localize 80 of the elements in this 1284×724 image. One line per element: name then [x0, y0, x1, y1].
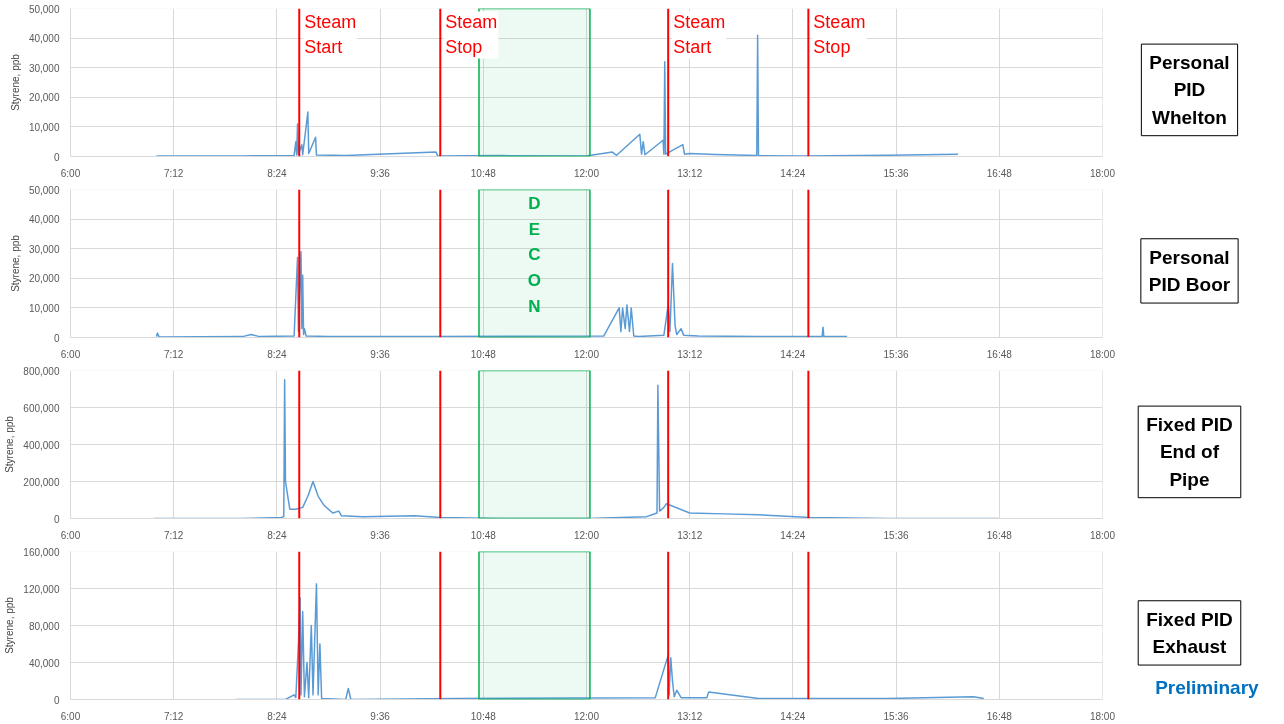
x-tick-label: 16:48: [986, 167, 1013, 179]
x-tick-label: 12:00: [573, 529, 600, 541]
y-tick-label: 10,000: [28, 302, 60, 314]
y-tick-label: 120,000: [23, 583, 60, 595]
x-tick-label: 15:36: [883, 529, 910, 541]
x-tick-label: 15:36: [883, 348, 910, 360]
x-tick-label: 7:12: [163, 167, 184, 179]
band-label: DECON: [527, 193, 542, 316]
y-axis-title: Styrene, ppb: [4, 596, 16, 654]
y-axis-title: Styrene, ppb: [9, 234, 21, 292]
ref-line-label: Steam Stop: [813, 12, 866, 58]
ref-line-label: Steam Stop: [445, 12, 498, 58]
y-tick-label: 40,000: [28, 214, 60, 226]
text: Preliminary: [1155, 676, 1260, 698]
y-tick-label: 20,000: [28, 273, 60, 285]
text: Personal PID Boor: [1148, 246, 1231, 296]
x-tick-label: 14:24: [780, 710, 806, 722]
text: Fixed PID Exhaust: [1146, 608, 1233, 658]
x-tick-label: 16:48: [986, 529, 1013, 541]
y-tick-label: 50,000: [28, 184, 60, 196]
y-tick-label: 800,000: [23, 365, 60, 377]
x-tick-label: 18:00: [1089, 348, 1116, 360]
y-tick-label: 80,000: [28, 620, 60, 632]
x-tick-label: 8:24: [267, 710, 288, 722]
x-tick-label: 13:12: [677, 167, 703, 179]
x-tick-label: 16:48: [986, 710, 1013, 722]
x-tick-label: 12:00: [573, 710, 600, 722]
x-tick-label: 14:24: [780, 348, 806, 360]
x-tick-label: 18:00: [1089, 167, 1116, 179]
x-tick-label: 9:36: [370, 710, 391, 722]
x-tick-label: 7:12: [163, 348, 184, 360]
x-tick-label: 6:00: [60, 529, 81, 541]
x-tick-label: 10:48: [470, 529, 497, 541]
y-tick-label: 600,000: [23, 402, 60, 414]
y-tick-label: 200,000: [23, 476, 60, 488]
x-tick-label: 18:00: [1089, 529, 1116, 541]
x-tick-label: 6:00: [60, 348, 81, 360]
text: Fixed PID End of Pipe: [1146, 414, 1233, 490]
x-tick-label: 8:24: [267, 348, 288, 360]
y-tick-label: 0: [53, 332, 60, 344]
y-tick-label: 160,000: [23, 546, 60, 558]
x-tick-label: 14:24: [780, 529, 806, 541]
y-tick-label: 0: [53, 151, 60, 163]
ref-line-label: Steam Start: [673, 12, 726, 58]
y-tick-label: 30,000: [28, 243, 60, 255]
x-tick-label: 12:00: [573, 167, 600, 179]
y-tick-label: 20,000: [28, 92, 60, 104]
x-tick-label: 15:36: [883, 167, 910, 179]
x-tick-label: 7:12: [163, 710, 184, 722]
x-tick-label: 13:12: [677, 348, 703, 360]
y-tick-label: 50,000: [28, 3, 60, 15]
x-tick-label: 8:24: [267, 167, 288, 179]
x-tick-label: 10:48: [470, 167, 497, 179]
text: Personal PID Whelton: [1149, 52, 1230, 128]
y-tick-label: 30,000: [28, 62, 60, 74]
x-tick-label: 7:12: [163, 529, 184, 541]
y-tick-label: 40,000: [28, 657, 60, 669]
x-tick-label: 13:12: [677, 529, 703, 541]
y-tick-label: 0: [53, 694, 60, 706]
x-tick-label: 15:36: [883, 710, 910, 722]
y-axis-title: Styrene, ppb: [4, 415, 16, 473]
x-tick-label: 13:12: [677, 710, 703, 722]
x-tick-label: 9:36: [370, 167, 391, 179]
x-tick-label: 10:48: [470, 348, 497, 360]
y-tick-label: 10,000: [28, 121, 60, 133]
y-tick-label: 400,000: [23, 439, 60, 451]
x-tick-label: 14:24: [780, 167, 806, 179]
x-tick-label: 16:48: [986, 348, 1013, 360]
x-tick-label: 8:24: [267, 529, 288, 541]
x-tick-label: 9:36: [370, 348, 391, 360]
x-tick-label: 12:00: [573, 348, 600, 360]
x-tick-label: 10:48: [470, 710, 497, 722]
y-tick-label: 40,000: [28, 33, 60, 45]
x-tick-label: 6:00: [60, 710, 81, 722]
y-tick-label: 0: [53, 513, 60, 525]
ref-line-label: Steam Start: [304, 12, 357, 58]
y-axis-title: Styrene, ppb: [9, 53, 21, 111]
x-tick-label: 6:00: [60, 167, 81, 179]
x-tick-label: 18:00: [1089, 710, 1116, 722]
x-tick-label: 9:36: [370, 529, 391, 541]
